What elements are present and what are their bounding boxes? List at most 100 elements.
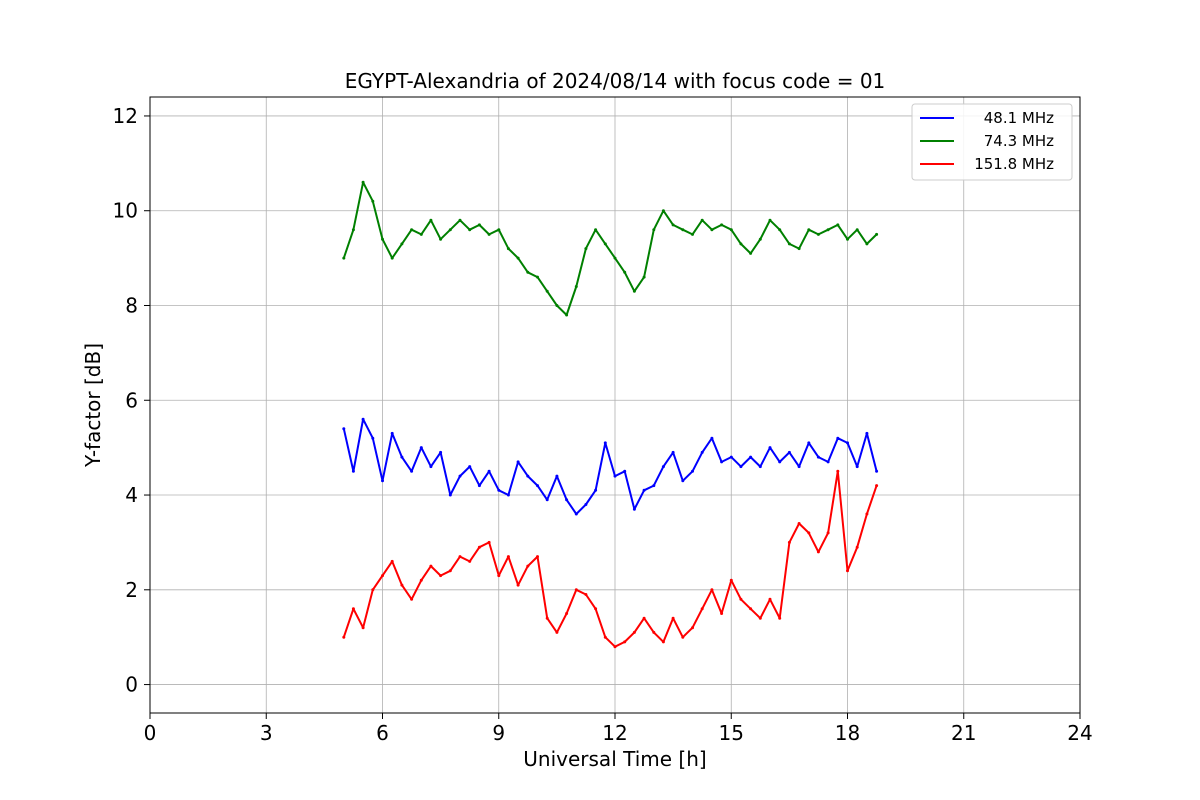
data-point xyxy=(545,616,549,620)
data-point xyxy=(691,232,694,236)
data-point xyxy=(787,242,791,246)
data-point xyxy=(545,289,549,293)
data-point xyxy=(758,616,762,620)
data-point xyxy=(865,242,869,246)
data-point xyxy=(419,578,423,582)
data-point xyxy=(400,455,404,459)
data-point xyxy=(720,612,724,615)
data-point xyxy=(361,417,365,421)
data-point xyxy=(555,474,559,478)
data-point xyxy=(691,626,694,630)
data-point xyxy=(700,450,704,454)
y-tick-label: 0 xyxy=(125,673,138,697)
data-point xyxy=(410,597,414,601)
data-point xyxy=(361,180,365,184)
series-line xyxy=(342,181,878,316)
data-point xyxy=(739,465,743,469)
series-line xyxy=(342,470,878,648)
data-point xyxy=(477,545,481,549)
x-tick-label: 12 xyxy=(602,721,627,745)
legend-label: 74.3 MHz xyxy=(984,132,1054,150)
data-point xyxy=(875,232,879,236)
data-point xyxy=(565,313,569,317)
data-point xyxy=(458,474,462,478)
series-0 xyxy=(342,417,879,516)
data-point xyxy=(351,228,355,232)
data-point xyxy=(768,218,772,222)
data-point xyxy=(865,431,869,435)
data-point xyxy=(371,199,375,203)
data-point xyxy=(613,645,617,649)
legend: 48.1 MHz 74.3 MHz 151.8 MHz xyxy=(911,103,1073,181)
data-point xyxy=(758,237,762,241)
data-point xyxy=(681,635,685,639)
x-axis-label: Universal Time [h] xyxy=(523,747,706,771)
data-point xyxy=(681,479,685,483)
y-tick-label: 10 xyxy=(113,199,138,223)
x-tick-label: 24 xyxy=(1067,721,1092,745)
data-point xyxy=(477,484,481,488)
data-point xyxy=(807,531,811,535)
data-point xyxy=(826,228,830,232)
data-point xyxy=(758,465,762,469)
legend-label: 151.8 MHz xyxy=(974,155,1054,173)
data-point xyxy=(381,574,384,578)
data-point xyxy=(390,559,394,563)
data-point xyxy=(613,474,617,478)
data-point xyxy=(613,256,617,260)
x-tick-label: 9 xyxy=(492,721,505,745)
data-point xyxy=(642,616,646,620)
data-point xyxy=(768,597,772,601)
data-point xyxy=(584,593,588,596)
data-point xyxy=(516,460,520,464)
data-point xyxy=(816,455,820,459)
data-point xyxy=(390,431,394,435)
x-axis: 0 3 6 9 12 15 18 21 24 xyxy=(144,713,1093,745)
data-point xyxy=(439,574,443,578)
data-point xyxy=(497,488,501,492)
y-tick-label: 2 xyxy=(125,578,138,602)
data-point xyxy=(836,436,840,440)
data-point xyxy=(536,275,539,279)
y-tick-label: 12 xyxy=(113,104,138,128)
data-point xyxy=(846,569,849,573)
legend-label: 48.1 MHz xyxy=(984,109,1054,127)
data-point xyxy=(468,559,472,563)
data-point xyxy=(836,469,840,473)
data-point xyxy=(826,531,830,535)
data-point xyxy=(836,223,840,227)
data-point xyxy=(458,555,462,559)
series-2 xyxy=(342,469,879,649)
data-point xyxy=(536,484,539,488)
data-point xyxy=(545,498,549,502)
y-axis: 0 2 4 6 8 10 12 xyxy=(113,104,150,697)
data-point xyxy=(400,583,404,587)
data-point xyxy=(729,578,733,582)
data-point xyxy=(574,285,578,288)
chart-title: EGYPT-Alexandria of 2024/08/14 with focu… xyxy=(345,69,886,93)
data-point xyxy=(749,455,753,459)
data-point xyxy=(671,616,675,620)
series-layer xyxy=(342,180,879,649)
data-point xyxy=(506,555,510,559)
data-point xyxy=(855,228,859,232)
series-1 xyxy=(342,180,879,317)
data-point xyxy=(439,450,443,454)
data-point xyxy=(787,540,791,544)
data-point xyxy=(448,569,452,573)
data-point xyxy=(720,223,724,227)
data-point xyxy=(661,209,665,213)
y-tick-label: 8 xyxy=(125,293,138,317)
data-point xyxy=(594,488,598,492)
y-axis-label: Y-factor [dB] xyxy=(81,343,105,468)
x-tick-label: 6 xyxy=(376,721,389,745)
data-point xyxy=(855,465,859,469)
data-point xyxy=(371,436,375,440)
data-point xyxy=(526,564,530,568)
data-point xyxy=(797,465,801,469)
data-point xyxy=(632,289,636,293)
series-line xyxy=(342,418,878,515)
y-tick-label: 4 xyxy=(125,483,138,507)
data-point xyxy=(497,228,501,232)
data-point xyxy=(468,228,472,232)
